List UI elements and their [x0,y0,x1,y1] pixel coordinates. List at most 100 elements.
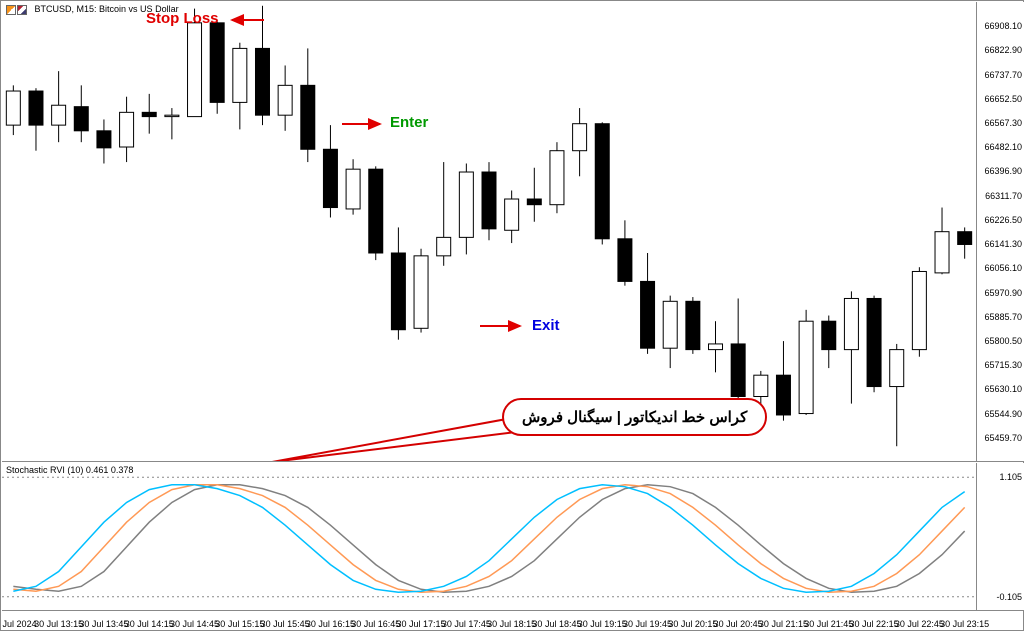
candle [867,298,881,386]
signal-callout: کراس خط اندیکاتور | سیگنال فروش [502,398,767,436]
indicator-y-tick: -0.105 [996,592,1022,602]
candle [958,232,972,245]
price-panel[interactable]: BTCUSD, M15: Bitcoin vs US Dollar 66908.… [2,2,1024,462]
candle [233,48,247,102]
candle [6,91,20,125]
price-y-tick: 66567.30 [984,118,1022,128]
price-y-tick: 66396.90 [984,166,1022,176]
price-y-tick: 65544.90 [984,409,1022,419]
candle [391,253,405,330]
time-label: 30 Jul 19:45 [623,619,672,629]
candle [822,321,836,349]
candle [459,172,473,237]
indicator-plot-area[interactable] [2,463,976,610]
candle [142,112,156,116]
candle [754,375,768,396]
candle [210,23,224,103]
price-y-tick: 65630.10 [984,384,1022,394]
time-label: 30 Jul 15:45 [261,619,310,629]
indicator-title: Stochastic RVI (10) 0.461 0.378 [6,465,133,475]
indicator-svg [2,463,976,610]
price-y-tick: 66737.70 [984,70,1022,80]
price-y-tick: 66652.50 [984,94,1022,104]
time-axis: 30 Jul 202430 Jul 13:1530 Jul 13:4530 Ju… [2,612,1024,631]
time-label: 30 Jul 18:15 [487,619,536,629]
chart-frame: BTCUSD, M15: Bitcoin vs US Dollar 66908.… [0,0,1024,631]
time-label: 30 Jul 22:45 [895,619,944,629]
time-label: 30 Jul 17:15 [397,619,446,629]
time-label: 30 Jul 13:15 [34,619,83,629]
time-label: 30 Jul 20:45 [714,619,763,629]
time-label: 30 Jul 21:45 [804,619,853,629]
candle [301,85,315,149]
time-label: 30 Jul 16:45 [351,619,400,629]
stop-loss-label: Stop Loss [146,10,219,27]
price-y-tick: 66908.10 [984,21,1022,31]
price-y-tick: 66482.10 [984,142,1022,152]
price-y-tick: 66311.70 [985,191,1022,201]
candle [935,232,949,273]
indicator-line-2 [13,485,964,593]
price-y-tick: 65800.50 [984,336,1022,346]
candle [709,344,723,350]
price-y-tick: 66056.10 [984,263,1022,273]
indicator-y-tick: 1.105 [999,472,1022,482]
time-label: 30 Jul 19:15 [578,619,627,629]
candle [74,107,88,131]
candle [188,23,202,117]
time-label: 30 Jul 14:45 [170,619,219,629]
candle [482,172,496,229]
candle [912,271,926,349]
time-label: 30 Jul 20:15 [668,619,717,629]
candle [618,239,632,282]
candle [437,237,451,255]
candle [278,85,292,115]
candle [527,199,541,205]
price-y-tick: 65715.30 [984,360,1022,370]
candle [255,48,269,115]
candle [165,115,179,116]
indicator-y-axis: 1.105 -0.105 [976,463,1024,610]
price-plot-area[interactable] [2,2,976,461]
price-y-tick: 65885.70 [984,312,1022,322]
price-y-tick: 66822.90 [984,45,1022,55]
price-y-tick: 65459.70 [984,433,1022,443]
candle [369,169,383,253]
candle [641,281,655,348]
time-label: 30 Jul 18:45 [532,619,581,629]
time-label: 30 Jul 15:15 [215,619,264,629]
time-label: 30 Jul 22:15 [850,619,899,629]
exit-label: Exit [532,317,560,334]
candle [550,151,564,205]
callout-tail [272,418,532,461]
time-label: 30 Jul 13:45 [79,619,128,629]
candle [346,169,360,209]
candle [323,149,337,207]
time-label: 30 Jul 21:15 [759,619,808,629]
price-svg [2,2,976,461]
candle [29,91,43,125]
price-y-tick: 66226.50 [984,215,1022,225]
candle [52,105,66,125]
time-label: 30 Jul 16:15 [306,619,355,629]
price-y-tick: 65970.90 [984,288,1022,298]
candle [776,375,790,415]
time-label: 30 Jul 17:45 [442,619,491,629]
candle [844,298,858,349]
time-label: 30 Jul 14:15 [125,619,174,629]
candle [890,350,904,387]
candle [686,301,700,349]
candle [505,199,519,230]
candle [663,301,677,348]
candle [799,321,813,413]
price-y-tick: 66141.30 [984,239,1022,249]
indicator-panel[interactable]: Stochastic RVI (10) 0.461 0.378 1.105 -0.… [2,463,1024,611]
enter-label: Enter [390,114,428,131]
candle [595,124,609,239]
price-y-axis: 66908.10 66822.90 66737.70 66652.50 66567.30… [976,2,1024,461]
time-label: 30 Jul 23:15 [940,619,989,629]
candle [97,131,111,148]
candle [414,256,428,328]
candle [573,124,587,151]
time-label: 30 Jul 2024 [0,619,37,629]
